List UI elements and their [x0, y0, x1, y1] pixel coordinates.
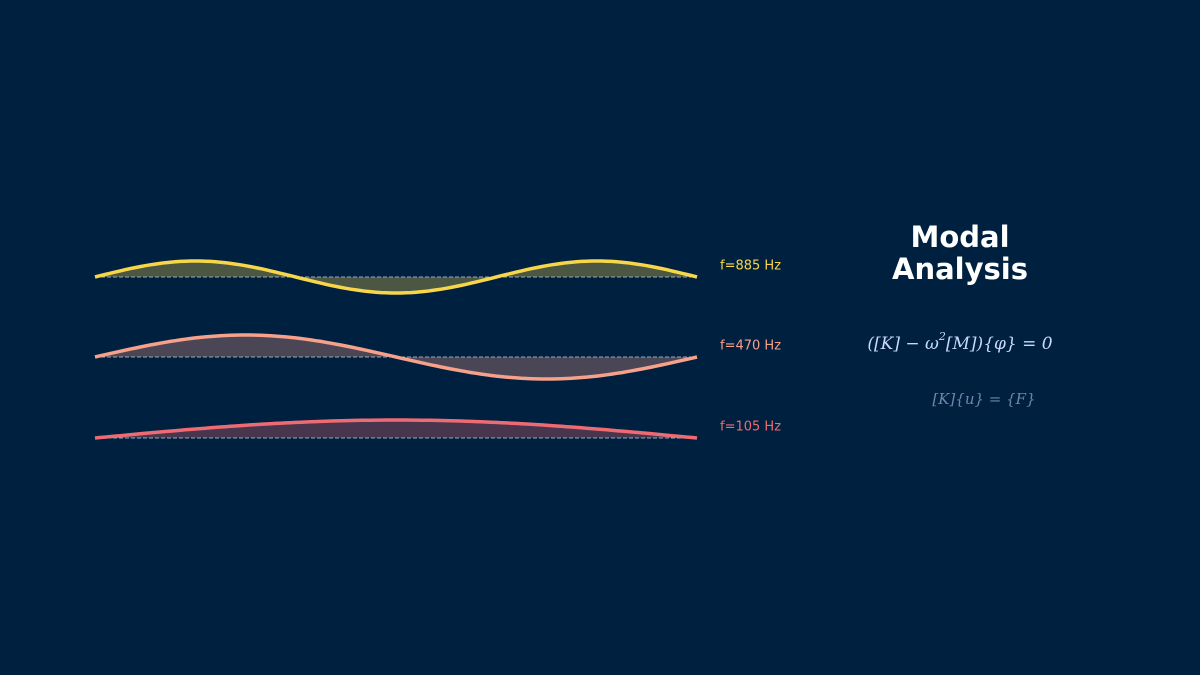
- title-line: Analysis: [892, 252, 1028, 286]
- title-line: Modal: [910, 220, 1009, 254]
- frequency-label: f=105 Hz: [720, 420, 781, 435]
- equation: ([K] − ω2[M]){φ} = 0: [867, 330, 1052, 354]
- mode-shape: [94, 259, 698, 295]
- equation: [K]{u} = {F}: [932, 390, 1035, 408]
- mode-shape: [94, 418, 698, 440]
- frequency-label: f=885 Hz: [720, 259, 781, 274]
- mode-shapes: f=885 Hz f=470 Hz f=105 Hz: [94, 259, 781, 440]
- equation-sup: 2: [938, 330, 946, 343]
- equation-part: [M]){φ} = 0: [946, 334, 1053, 354]
- mode-shape: [94, 333, 698, 381]
- frequency-label: f=470 Hz: [720, 339, 781, 354]
- mode-fill: [95, 420, 697, 438]
- equation-part: ([K] − ω: [867, 334, 939, 354]
